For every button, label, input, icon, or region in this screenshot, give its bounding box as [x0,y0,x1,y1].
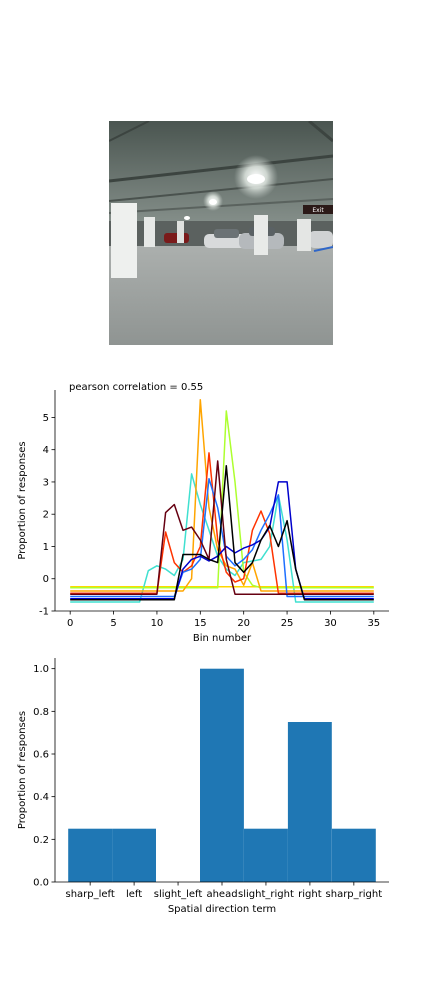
x-axis-label: Spatial direction term [168,904,276,915]
x-axis-label: Bin number [193,633,252,644]
bar-chart: sharp_left left slight_left ahead slight_rig… [17,658,389,915]
y-tick-label: 0.0 [33,878,49,889]
x-tick-label: 0 [67,618,73,629]
y-tick-label: 1.0 [33,664,49,675]
y-tick-label: 0 [43,574,49,585]
y-tick-label: 0.8 [33,707,49,718]
y-tick-label: 5 [43,413,49,424]
series-line-4 [70,452,374,595]
x-tick-label: slight_left [154,889,203,900]
y-tick-label: 1 [43,542,49,553]
bar-sharp_right [331,828,376,882]
x-tick-label: 35 [367,618,380,629]
x-tick-label: left [126,889,142,900]
y-tick-label: 2 [43,510,49,521]
x-tick-label: ahead [206,889,237,900]
bar-right [287,722,332,882]
x-tick-label: right [298,889,322,900]
bar-left [112,828,156,882]
x-tick-label: sharp_left [65,889,114,900]
x-tick-label: slight_right [238,889,294,900]
y-tick-label: -1 [39,607,49,618]
x-tick-label: 25 [281,618,294,629]
series-line-5 [70,477,374,598]
y-axis-label: Proportion of responses [17,711,28,829]
x-tick-label: 5 [110,618,116,629]
y-tick-label: 0.4 [33,792,49,803]
exit-sign: Exit [312,207,324,214]
y-tick-label: 0.6 [33,750,49,761]
chart-title: pearson correlation = 0.55 [69,382,203,393]
bar-ahead [200,668,244,882]
series-line-6 [70,481,374,600]
bar-slight_right [244,828,288,882]
x-tick-label: 15 [194,618,207,629]
x-tick-label: 10 [151,618,164,629]
series-line-7 [70,460,374,595]
y-axis-label: Proportion of responses [17,441,28,559]
series-line-2 [70,410,374,589]
x-tick-label: 30 [324,618,337,629]
x-tick-label: 20 [237,618,250,629]
series-line-8 [70,465,374,601]
y-tick-label: 4 [43,445,49,456]
parking-garage-photo: Exit [109,121,333,345]
line-chart: 0 5 10 15 20 25 30 35 -1 0 1 2 3 4 5 pearson correlatio… [17,382,389,644]
bar-sharp_left [68,828,113,882]
y-tick-label: 3 [43,477,49,488]
series-line-1 [70,473,374,603]
x-tick-label: sharp_right [326,889,383,900]
y-tick-label: 0.2 [33,835,49,846]
